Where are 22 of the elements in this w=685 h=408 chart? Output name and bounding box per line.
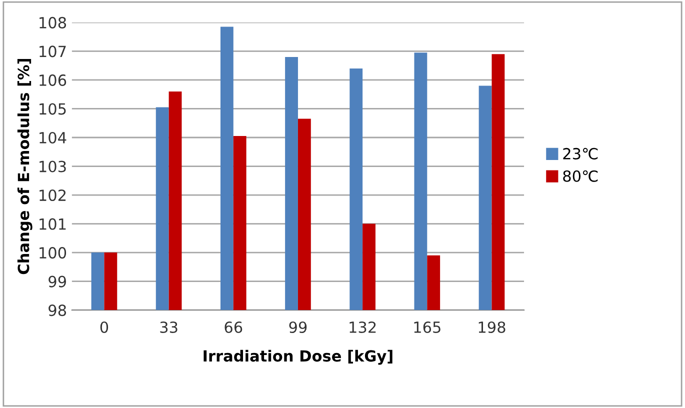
y-tick-label: 104 <box>40 132 66 144</box>
x-tick-label: 0 <box>100 321 108 334</box>
y-tick-label: 105 <box>40 103 66 115</box>
y-axis-title: Change of E-modulus [%] <box>17 58 32 274</box>
y-tick-label: 98 <box>48 304 66 316</box>
y-tick-label: 102 <box>40 189 66 202</box>
y-tick-label: 107 <box>40 46 66 58</box>
x-tick-label: 99 <box>289 321 307 334</box>
x-tick-label: 198 <box>478 321 506 334</box>
x-tick-label: 33 <box>160 321 178 334</box>
x-tick-label: 165 <box>414 321 440 334</box>
y-tick-label: 106 <box>40 74 66 86</box>
legend-label: 80℃ <box>563 170 598 182</box>
legend-label: 23℃ <box>563 148 598 160</box>
y-tick-label: 108 <box>40 16 66 28</box>
y-tick-label: 100 <box>40 247 66 259</box>
y-tick-label: 101 <box>40 218 66 230</box>
x-tick-label: 66 <box>224 321 242 334</box>
x-tick-label: 132 <box>350 321 376 334</box>
y-tick-label: 103 <box>40 160 66 172</box>
y-tick-label: 99 <box>48 276 66 288</box>
x-axis-title: Irradiation Dose [kGy] <box>204 350 392 365</box>
